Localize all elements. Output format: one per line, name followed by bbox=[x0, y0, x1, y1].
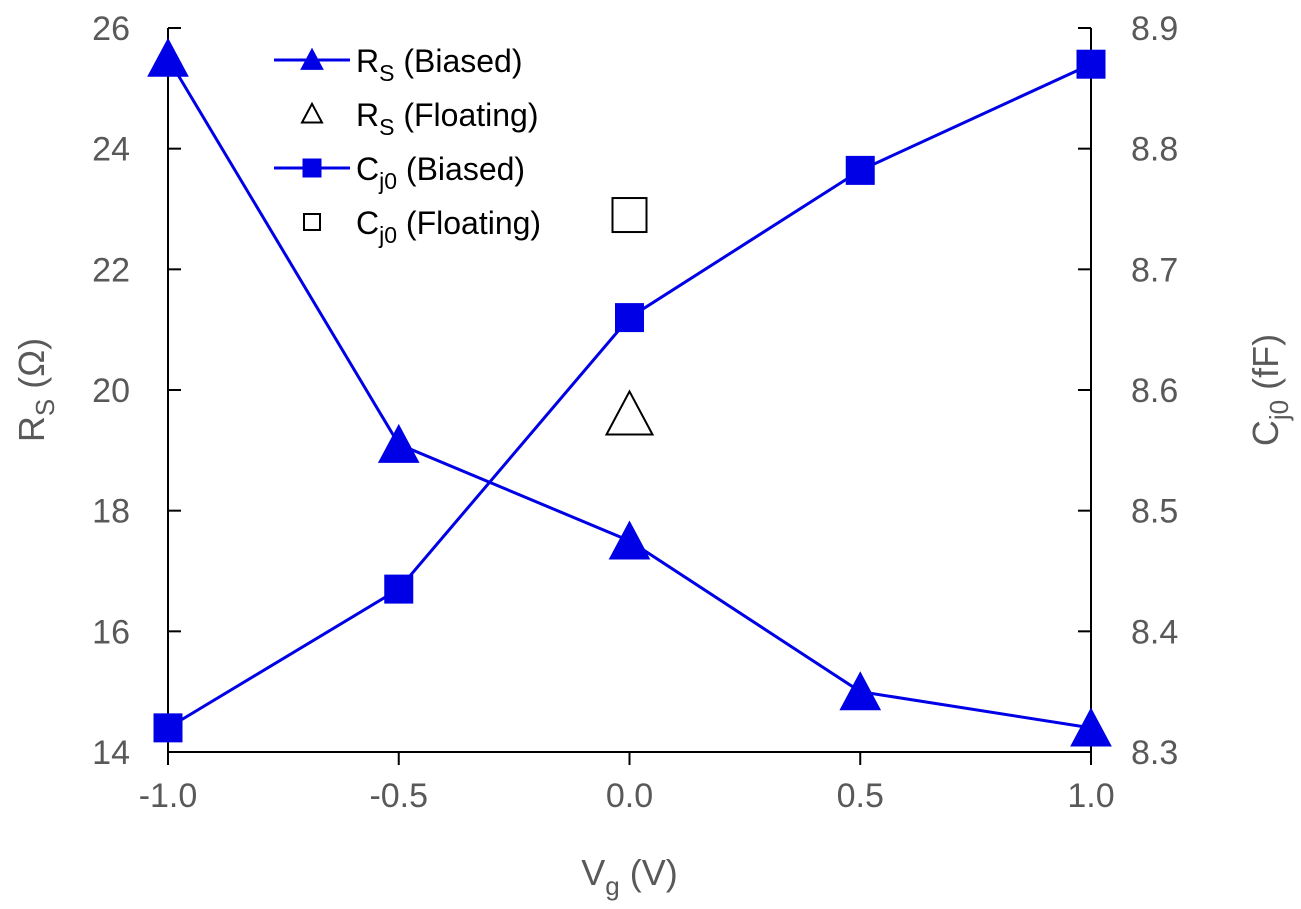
triangle-marker bbox=[377, 423, 420, 463]
y-right-axis-label-unit: (fF) bbox=[1245, 334, 1286, 400]
y-left-axis-label: RS (Ω) bbox=[11, 338, 60, 442]
legend-label-main: R bbox=[356, 43, 379, 79]
legend-square-marker bbox=[302, 158, 322, 178]
x-axis-label: Vg (V) bbox=[581, 852, 677, 901]
x-tick-label: -0.5 bbox=[369, 777, 428, 815]
legend-entry: RS (Floating) bbox=[300, 97, 539, 140]
triangle-marker bbox=[839, 671, 882, 711]
square-marker bbox=[153, 713, 183, 743]
triangle-marker bbox=[1070, 707, 1112, 747]
series-0 bbox=[147, 37, 1112, 747]
x-tick-label: -1.0 bbox=[139, 777, 198, 815]
y-right-tick-label: 8.5 bbox=[1131, 493, 1178, 531]
axis-labels: Vg (V) RS (Ω) Cj0 (fF) bbox=[11, 334, 1294, 901]
square-marker bbox=[611, 197, 648, 234]
series-2 bbox=[153, 49, 1106, 743]
y-right-axis-label: Cj0 (fF) bbox=[1245, 334, 1294, 446]
y-left-tick-label: 26 bbox=[92, 10, 130, 48]
legend-label-suffix: (Biased) bbox=[394, 43, 522, 79]
x-tick-label: 0.5 bbox=[837, 777, 884, 815]
y-right-axis-label-subscript: j0 bbox=[1264, 400, 1294, 421]
y-right-tick-label: 8.7 bbox=[1131, 251, 1178, 289]
x-axis-label-unit: (V) bbox=[620, 852, 678, 893]
legend-triangle-marker bbox=[300, 47, 324, 70]
legend-label-suffix: (Floating) bbox=[394, 97, 538, 133]
y-left-tick-label: 14 bbox=[92, 734, 130, 772]
x-tick-label: 0.0 bbox=[606, 777, 653, 815]
series-3 bbox=[611, 197, 648, 234]
y-left-tick-label: 16 bbox=[92, 613, 130, 651]
y-right-tick-label: 8.9 bbox=[1131, 10, 1178, 48]
legend-entry: Cj0 (Biased) bbox=[274, 151, 525, 194]
legend-label: Cj0 (Biased) bbox=[356, 151, 525, 194]
y-right-tick-label: 8.3 bbox=[1131, 734, 1178, 772]
legend-label-subscript: j0 bbox=[378, 222, 397, 248]
legend-label-subscript: j0 bbox=[378, 168, 397, 194]
legend-square-marker bbox=[303, 213, 321, 231]
legend: RS (Biased)RS (Floating)Cj0 (Biased)Cj0 … bbox=[274, 43, 541, 248]
square-marker bbox=[384, 574, 414, 604]
x-tick-label: 1.0 bbox=[1067, 777, 1114, 815]
y-left-tick-label: 20 bbox=[92, 372, 130, 410]
y-right-tick-label: 8.6 bbox=[1131, 372, 1178, 410]
legend-entry: Cj0 (Floating) bbox=[303, 205, 541, 248]
legend-label-main: R bbox=[356, 97, 379, 133]
y-left-axis-label-subscript: S bbox=[30, 399, 60, 416]
x-axis-label-main: V bbox=[581, 852, 605, 893]
y-right-axis-label-main: C bbox=[1245, 420, 1286, 446]
square-marker bbox=[615, 303, 644, 333]
ticks: -1.0 -0.5 0.0 0.5 1.0 14 16 18 20 22 24 26 8.3 8.4 8.5… bbox=[92, 10, 1178, 815]
y-left-axis-label-main: R bbox=[11, 416, 52, 442]
triangle-marker bbox=[604, 389, 655, 436]
legend-label: RS (Floating) bbox=[356, 97, 539, 140]
legend-label-suffix: (Floating) bbox=[397, 205, 541, 241]
y-left-tick-label: 24 bbox=[92, 131, 130, 169]
legend-label-subscript: S bbox=[379, 114, 394, 140]
series-1 bbox=[604, 389, 655, 436]
square-marker bbox=[845, 155, 875, 185]
y-right-tick-label: 8.8 bbox=[1131, 131, 1178, 169]
y-left-axis-label-unit: (Ω) bbox=[11, 338, 52, 399]
y-right-tick-label: 8.4 bbox=[1131, 613, 1178, 651]
legend-label-suffix: (Biased) bbox=[397, 151, 525, 187]
triangle-marker bbox=[608, 520, 651, 560]
legend-triangle-marker bbox=[300, 101, 324, 124]
square-marker bbox=[1076, 49, 1106, 79]
legend-entry: RS (Biased) bbox=[274, 43, 523, 86]
series-layer bbox=[147, 37, 1112, 747]
legend-label: RS (Biased) bbox=[356, 43, 523, 86]
legend-label-main: C bbox=[356, 205, 379, 241]
y-left-tick-label: 18 bbox=[92, 493, 130, 531]
x-axis-label-subscript: g bbox=[605, 871, 619, 901]
y-left-tick-label: 22 bbox=[92, 251, 130, 289]
legend-label-main: C bbox=[356, 151, 379, 187]
legend-label-subscript: S bbox=[379, 60, 394, 86]
triangle-marker bbox=[147, 37, 189, 77]
legend-label: Cj0 (Floating) bbox=[356, 205, 541, 248]
